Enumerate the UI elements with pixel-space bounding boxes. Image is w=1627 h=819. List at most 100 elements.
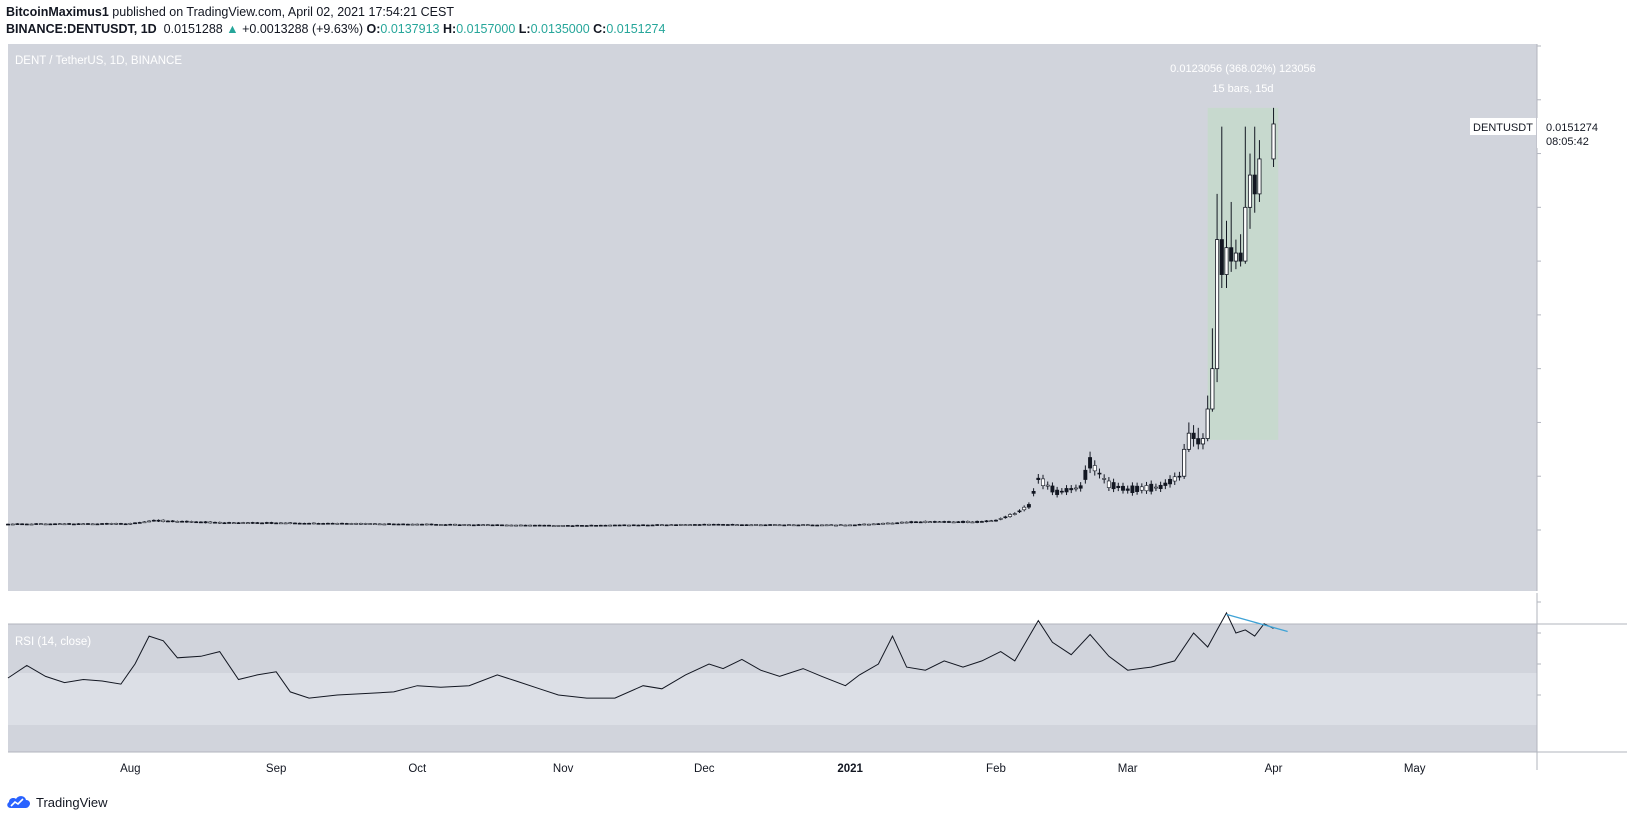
candle bbox=[805, 524, 810, 526]
candle bbox=[471, 524, 476, 527]
candle bbox=[975, 520, 980, 523]
candle bbox=[20, 523, 25, 526]
candle bbox=[151, 519, 156, 522]
candle bbox=[184, 520, 189, 523]
candle bbox=[349, 523, 354, 525]
candle bbox=[38, 523, 43, 525]
candle bbox=[180, 520, 185, 523]
candle bbox=[763, 524, 768, 527]
x-tick-label: Apr bbox=[1265, 763, 1283, 775]
candle bbox=[895, 522, 900, 525]
candle bbox=[1172, 476, 1177, 482]
y-tick-label: 0.0000000 bbox=[1545, 525, 1597, 537]
candle bbox=[260, 522, 264, 525]
candle bbox=[848, 524, 853, 527]
price-axis[interactable]: 0.0180000 0.0160000 0.0140000 0.0120000 0.01… bbox=[1537, 41, 1597, 537]
candle bbox=[645, 524, 650, 527]
candle bbox=[965, 520, 970, 523]
low-value: 0.0135000 bbox=[530, 22, 590, 36]
x-tick-label: Nov bbox=[553, 763, 574, 775]
candle bbox=[1074, 487, 1078, 490]
candle bbox=[198, 521, 203, 524]
candle bbox=[1163, 482, 1168, 486]
candle bbox=[166, 520, 170, 523]
candle bbox=[213, 521, 217, 524]
candle bbox=[382, 523, 387, 526]
candle bbox=[810, 524, 815, 527]
candle bbox=[330, 522, 335, 525]
tradingview-brand[interactable]: TradingView bbox=[36, 794, 108, 810]
candle bbox=[754, 524, 758, 526]
candle bbox=[580, 525, 584, 527]
candle bbox=[678, 524, 683, 526]
candle bbox=[909, 521, 914, 524]
candle bbox=[490, 524, 495, 527]
footer: TradingView bbox=[6, 794, 108, 810]
x-tick-label: Sep bbox=[266, 763, 286, 775]
candle bbox=[725, 524, 730, 526]
candle bbox=[429, 523, 434, 526]
candle bbox=[434, 524, 439, 526]
candle bbox=[90, 523, 95, 526]
candle bbox=[283, 522, 288, 525]
candle bbox=[396, 523, 401, 526]
candle bbox=[53, 523, 57, 526]
candle bbox=[1045, 484, 1050, 487]
candle bbox=[1182, 448, 1187, 477]
y-tick-label: 0.0100000 bbox=[1545, 256, 1597, 268]
y-tick-label: 0.0060000 bbox=[1545, 364, 1597, 376]
candle bbox=[288, 522, 293, 525]
candle bbox=[584, 525, 589, 527]
author-name[interactable]: BitcoinMaximus1 bbox=[6, 5, 109, 19]
candle bbox=[241, 522, 246, 524]
candle bbox=[636, 524, 641, 527]
candle bbox=[1097, 472, 1102, 475]
candle bbox=[1116, 485, 1121, 489]
y-tick-label: 0.0120000 bbox=[1545, 202, 1597, 214]
candle bbox=[250, 522, 255, 524]
candle bbox=[1144, 485, 1149, 492]
measurement-text: 0.0123056 (368.02%) 123056 bbox=[1170, 63, 1316, 75]
candle bbox=[344, 523, 349, 525]
candle bbox=[721, 524, 726, 526]
time-axis[interactable]: Aug Sep Oct Nov Dec 2021 Feb Mar Apr May bbox=[120, 763, 1426, 775]
candle bbox=[702, 523, 707, 526]
candle bbox=[612, 524, 617, 527]
candle bbox=[1200, 438, 1206, 445]
symbol-text: BINANCE:DENTUSDT, 1D bbox=[6, 22, 157, 36]
tradingview-cloud-icon bbox=[7, 796, 30, 808]
candle bbox=[123, 523, 128, 526]
candle bbox=[594, 525, 599, 527]
rsi-series bbox=[7, 611, 1288, 699]
candle bbox=[128, 523, 133, 525]
candle bbox=[518, 524, 523, 527]
candle bbox=[664, 524, 669, 527]
candle bbox=[448, 523, 453, 526]
candle bbox=[316, 523, 321, 525]
candle bbox=[1088, 457, 1093, 469]
candle bbox=[627, 524, 631, 527]
price-pane[interactable] bbox=[8, 44, 1537, 592]
candle bbox=[76, 523, 81, 525]
candle bbox=[885, 522, 890, 525]
candle bbox=[203, 521, 208, 524]
candle bbox=[368, 523, 373, 525]
candle bbox=[500, 524, 504, 527]
candle bbox=[340, 522, 344, 525]
candle bbox=[104, 523, 109, 525]
currency-label: USDT bbox=[1549, 52, 1579, 64]
measurement-bars-text: 15 bars, 15d bbox=[1212, 83, 1273, 95]
candle bbox=[457, 524, 462, 527]
candle bbox=[504, 524, 509, 527]
candle bbox=[1224, 247, 1229, 275]
candle bbox=[208, 521, 213, 524]
rsi-axis[interactable]: 100.00 80.00 60.00 40.00 bbox=[1537, 597, 1585, 702]
candle bbox=[1205, 408, 1210, 439]
last-price: 0.0151288 bbox=[163, 22, 223, 36]
measurement-box[interactable]: 0.0123056 (368.02%) 123056 15 bars, 15d bbox=[1170, 63, 1316, 440]
candle bbox=[744, 524, 749, 526]
candle bbox=[476, 524, 481, 526]
publish-line: BitcoinMaximus1 published on TradingView… bbox=[6, 5, 454, 19]
candle bbox=[57, 523, 62, 525]
